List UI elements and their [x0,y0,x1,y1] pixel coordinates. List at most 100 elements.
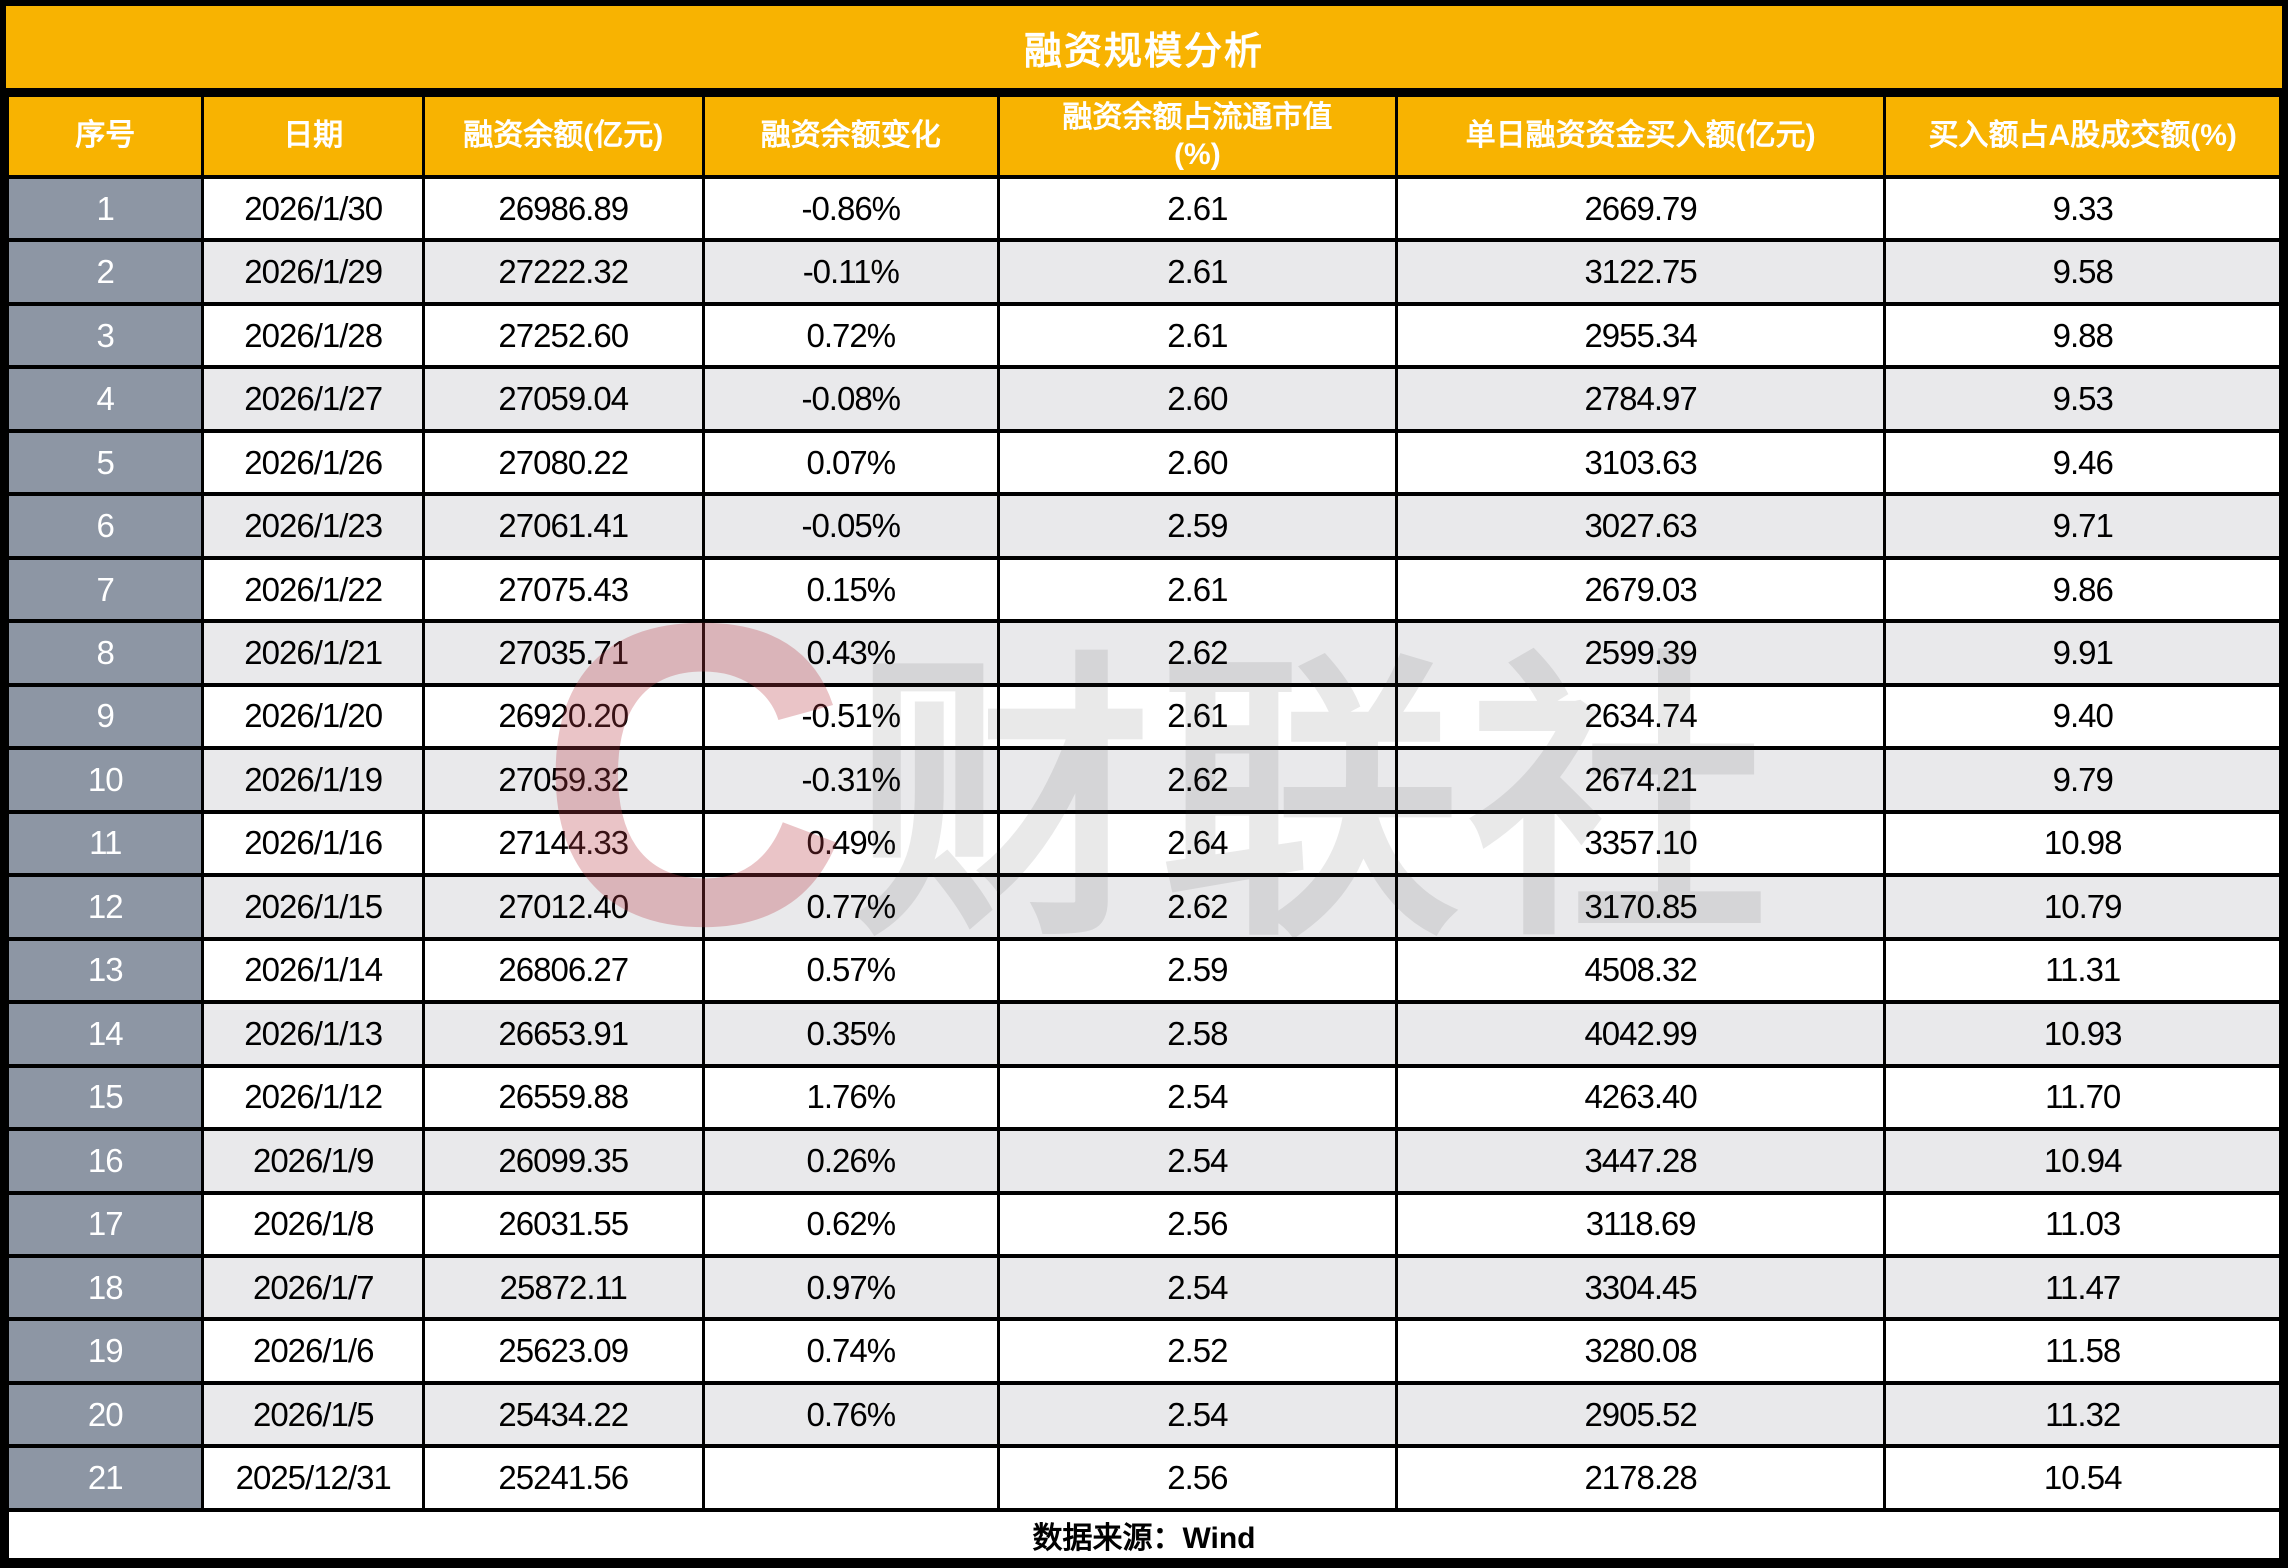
value-cell: 2669.79 [1394,174,1887,243]
value-cell: 25241.56 [421,1444,705,1512]
value-cell: 0.74% [701,1317,1001,1385]
value-cell: 10.79 [1883,873,2282,941]
table-wrap: 序号 日期 融资余额(亿元) 融资余额变化 融资余额占流通市值 (%) 单日融资资金买入额… [5,93,2282,1562]
serial-cell: 9 [5,682,205,751]
serial-cell: 8 [5,619,205,687]
value-cell: 2.54 [997,1380,1398,1449]
value-cell: 2178.28 [1394,1444,1887,1512]
value-cell: 0.49% [701,809,1001,878]
column-header: 融资余额(亿元) [421,93,705,179]
value-cell: 2025/12/31 [201,1444,425,1512]
value-cell: 3357.10 [1394,809,1887,878]
table-row: 16 2026/1/9 26099.35 0.26% 2.54 3447.28 10.94 [5,1127,2282,1195]
value-cell: 2.59 [997,936,1398,1005]
value-cell: 9.91 [1883,619,2282,687]
value-cell: 2026/1/9 [201,1127,425,1195]
table-row: 17 2026/1/8 26031.55 0.62% 2.56 3118.69 11.03 [5,1190,2282,1258]
serial-cell: 6 [5,492,205,560]
value-cell: 26806.27 [421,936,705,1005]
value-cell: 26920.20 [421,682,705,751]
value-cell: 2905.52 [1394,1380,1887,1449]
serial-cell: 1 [5,174,205,243]
serial-cell: 3 [5,301,205,370]
table-row: 15 2026/1/12 26559.88 1.76% 2.54 4263.40 11.70 [5,1063,2282,1132]
value-cell: 9.88 [1883,301,2282,370]
value-cell: 2026/1/12 [201,1063,425,1132]
value-cell: 0.76% [701,1380,1001,1449]
serial-cell: 4 [5,365,205,433]
value-cell: 2.60 [997,365,1398,433]
value-cell: 27252.60 [421,301,705,370]
table-row: 13 2026/1/14 26806.27 0.57% 2.59 4508.32 11.31 [5,936,2282,1005]
value-cell: 2634.74 [1394,682,1887,751]
serial-cell: 7 [5,555,205,624]
value-cell: -0.05% [701,492,1001,560]
serial-cell: 11 [5,809,205,878]
value-cell: 2.61 [997,301,1398,370]
value-cell: 2.64 [997,809,1398,878]
value-cell: 3122.75 [1394,238,1887,306]
value-cell: 2.54 [997,1127,1398,1195]
table-row: 9 2026/1/20 26920.20 -0.51% 2.61 2634.74 9.40 [5,682,2282,751]
value-cell: 9.40 [1883,682,2282,751]
card-inner: 融资规模分析 序号 日期 融资余额(亿元) 融资余额变化 融资余额占流通市值 (%) 单日… [5,6,2282,1562]
value-cell: 3304.45 [1394,1253,1887,1322]
value-cell: 2.59 [997,492,1398,560]
table-row: 4 2026/1/27 27059.04 -0.08% 2.60 2784.97 9.53 [5,365,2282,433]
serial-cell: 12 [5,873,205,941]
column-header: 单日融资资金买入额(亿元) [1394,93,1887,179]
table-row: 8 2026/1/21 27035.71 0.43% 2.62 2599.39 9.91 [5,619,2282,687]
value-cell: 0.57% [701,936,1001,1005]
table-row: 3 2026/1/28 27252.60 0.72% 2.61 2955.34 9.88 [5,301,2282,370]
value-cell: 27144.33 [421,809,705,878]
value-cell: 3103.63 [1394,428,1887,497]
value-cell: 3280.08 [1394,1317,1887,1385]
value-cell: 3027.63 [1394,492,1887,560]
value-cell: 9.86 [1883,555,2282,624]
value-cell: 27012.40 [421,873,705,941]
table-head: 序号 日期 融资余额(亿元) 融资余额变化 融资余额占流通市值 (%) 单日融资资金买入额… [5,93,2282,179]
value-cell: 2.61 [997,174,1398,243]
value-cell: 3118.69 [1394,1190,1887,1258]
value-cell: 11.31 [1883,936,2282,1005]
value-cell: 25434.22 [421,1380,705,1449]
table-row: 2 2026/1/29 27222.32 -0.11% 2.61 3122.75 9.58 [5,238,2282,306]
value-cell: 0.43% [701,619,1001,687]
serial-cell: 18 [5,1253,205,1322]
table-row: 12 2026/1/15 27012.40 0.77% 2.62 3170.85 10.79 [5,873,2282,941]
value-cell: 26099.35 [421,1127,705,1195]
value-cell: 2.56 [997,1190,1398,1258]
value-cell: 25872.11 [421,1253,705,1322]
value-cell: 2.54 [997,1253,1398,1322]
value-cell: 2026/1/30 [201,174,425,243]
serial-cell: 21 [5,1444,205,1512]
value-cell: 27059.04 [421,365,705,433]
value-cell: 2026/1/23 [201,492,425,560]
title-bar: 融资规模分析 [6,6,2282,93]
value-cell: 2026/1/8 [201,1190,425,1258]
value-cell: 2.62 [997,746,1398,814]
value-cell: 2679.03 [1394,555,1887,624]
value-cell: 26986.89 [421,174,705,243]
page-title: 融资规模分析 [1023,30,1264,73]
table-row: 14 2026/1/13 26653.91 0.35% 2.58 4042.99 10.93 [5,1000,2282,1068]
serial-cell: 17 [5,1190,205,1258]
value-cell [701,1444,1001,1512]
value-cell: 2674.21 [1394,746,1887,814]
serial-cell: 10 [5,746,205,814]
value-cell: -0.11% [701,238,1001,306]
value-cell: 2.61 [997,682,1398,751]
value-cell: 10.54 [1883,1444,2282,1512]
source-note: 数据来源：Wind [6,1508,2282,1562]
value-cell: 2026/1/29 [201,238,425,306]
serial-cell: 20 [5,1380,205,1449]
value-cell: 2026/1/27 [201,365,425,433]
value-cell: 26559.88 [421,1063,705,1132]
value-cell: 2026/1/21 [201,619,425,687]
value-cell: 3447.28 [1394,1127,1887,1195]
footer-row: 数据来源：Wind [6,1508,2282,1562]
table-row: 6 2026/1/23 27061.41 -0.05% 2.59 3027.63 9.71 [5,492,2282,560]
table-row: 10 2026/1/19 27059.32 -0.31% 2.62 2674.21 9.79 [5,746,2282,814]
header-row: 序号 日期 融资余额(亿元) 融资余额变化 融资余额占流通市值 (%) 单日融资资金买入额… [5,93,2282,179]
value-cell: -0.31% [701,746,1001,814]
